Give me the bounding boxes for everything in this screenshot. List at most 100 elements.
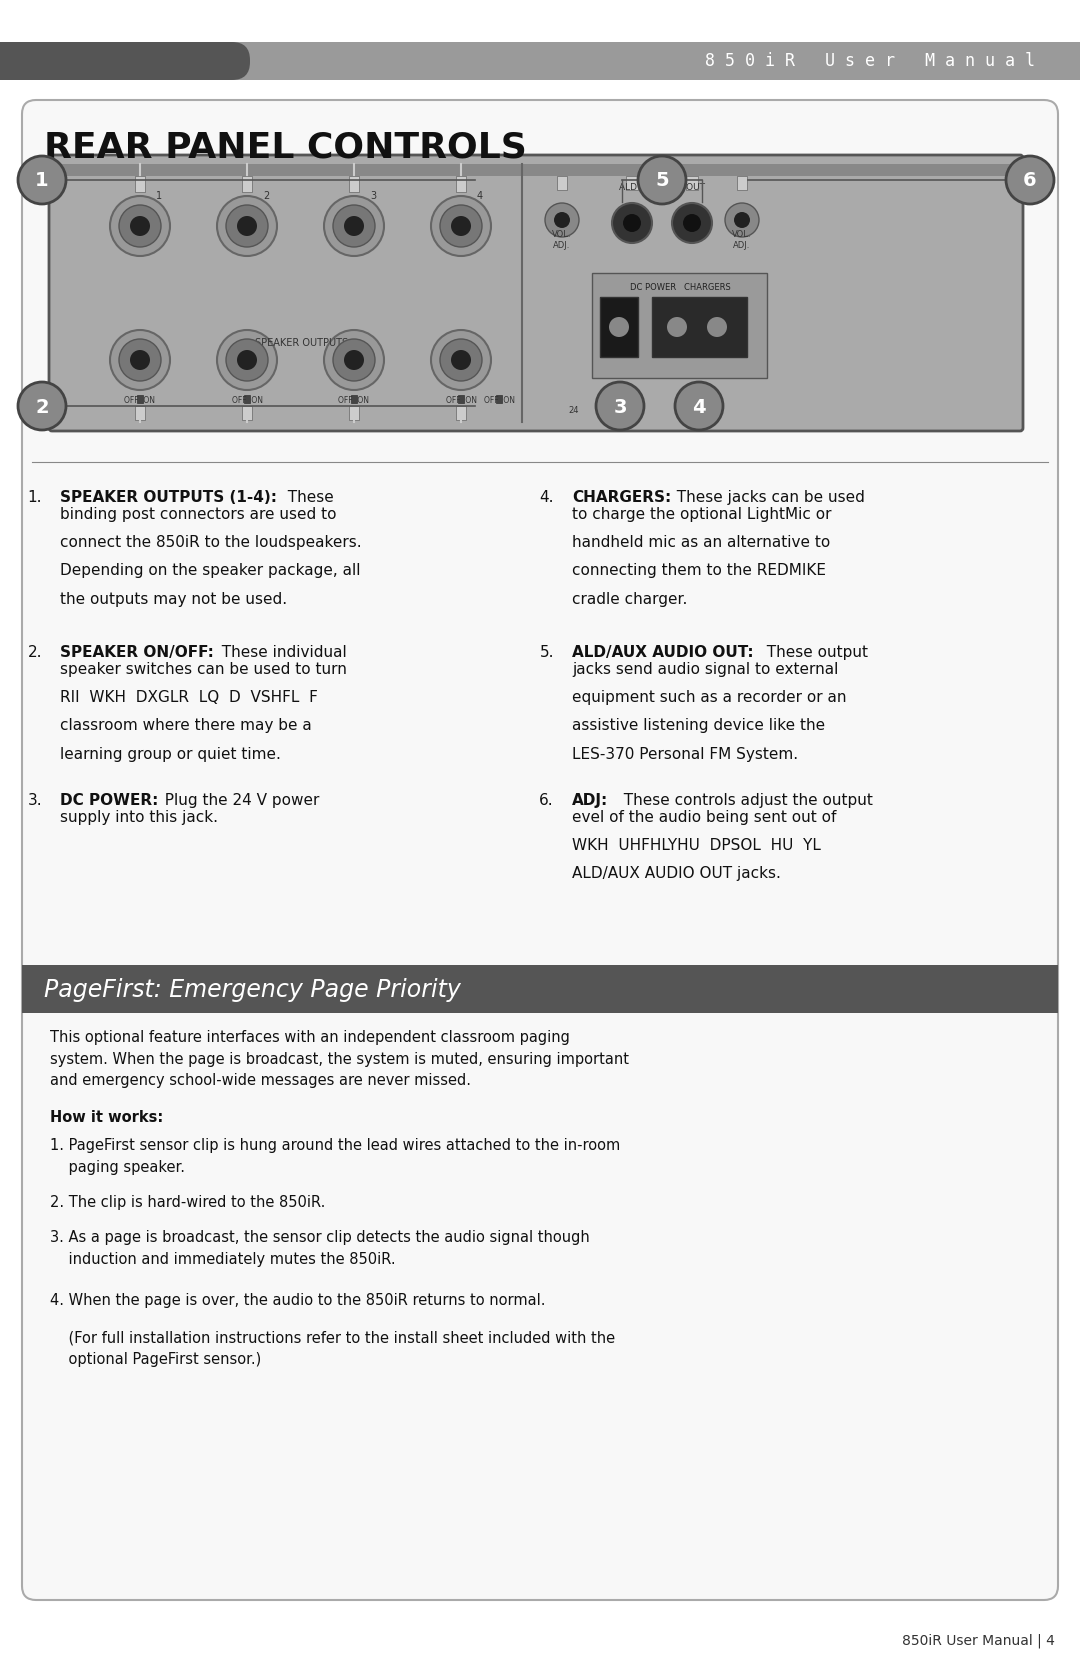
Text: 4: 4 bbox=[692, 397, 706, 417]
Text: VOL.
ADJ.: VOL. ADJ. bbox=[732, 230, 752, 250]
Text: evel of the audio being sent out of
WKH  UHFHLYHU  DPSOL  HU  YL
ALD/AUX AUDIO O: evel of the audio being sent out of WKH … bbox=[572, 809, 836, 881]
Text: 1: 1 bbox=[156, 190, 162, 200]
Text: DC POWER   CHARGERS: DC POWER CHARGERS bbox=[630, 282, 730, 292]
Circle shape bbox=[431, 195, 491, 255]
Circle shape bbox=[110, 195, 170, 255]
Circle shape bbox=[345, 215, 364, 235]
Text: 6: 6 bbox=[1023, 172, 1037, 190]
Text: Plug the 24 V power: Plug the 24 V power bbox=[156, 793, 320, 808]
Text: SPEAKER ON/OFF:: SPEAKER ON/OFF: bbox=[60, 644, 214, 659]
Text: 2: 2 bbox=[36, 397, 49, 417]
Text: These individual: These individual bbox=[212, 644, 347, 659]
Text: 24: 24 bbox=[569, 406, 579, 414]
Text: 1. PageFirst sensor clip is hung around the lead wires attached to the in-room
 : 1. PageFirst sensor clip is hung around … bbox=[50, 1138, 620, 1175]
Bar bbox=[349, 406, 359, 421]
Bar bbox=[244, 396, 249, 402]
Circle shape bbox=[734, 212, 750, 229]
Circle shape bbox=[725, 204, 759, 237]
Circle shape bbox=[237, 215, 257, 235]
Circle shape bbox=[226, 339, 268, 381]
Bar bbox=[22, 965, 1058, 1013]
Circle shape bbox=[324, 195, 384, 255]
Circle shape bbox=[110, 330, 170, 391]
Bar bbox=[58, 164, 1014, 175]
Bar bbox=[456, 406, 465, 421]
Text: jacks send audio signal to external
equipment such as a recorder or an
assistive: jacks send audio signal to external equi… bbox=[572, 663, 847, 761]
Circle shape bbox=[226, 205, 268, 247]
Text: 4. When the page is over, the audio to the 850iR returns to normal.: 4. When the page is over, the audio to t… bbox=[50, 1293, 545, 1308]
Text: 2: 2 bbox=[264, 190, 269, 200]
Circle shape bbox=[554, 212, 570, 229]
Text: 1: 1 bbox=[36, 172, 49, 190]
Text: (For full installation instructions refer to the install sheet included with the: (For full installation instructions refe… bbox=[50, 1330, 616, 1367]
Bar bbox=[496, 396, 502, 402]
Text: REAR PANEL CONTROLS: REAR PANEL CONTROLS bbox=[44, 130, 527, 165]
Text: 6.: 6. bbox=[539, 793, 554, 808]
Bar bbox=[242, 406, 252, 421]
Circle shape bbox=[545, 204, 579, 237]
Text: 3. As a page is broadcast, the sensor clip detects the audio signal though
    i: 3. As a page is broadcast, the sensor cl… bbox=[50, 1230, 590, 1267]
Circle shape bbox=[130, 215, 150, 235]
Text: binding post connectors are used to
connect the 850iR to the loudspeakers.
Depen: binding post connectors are used to conn… bbox=[60, 507, 362, 606]
Text: 850iR User Manual | 4: 850iR User Manual | 4 bbox=[902, 1634, 1055, 1647]
Circle shape bbox=[333, 339, 375, 381]
Bar bbox=[652, 297, 747, 357]
Circle shape bbox=[623, 214, 642, 232]
Text: VOL.
ADJ.: VOL. ADJ. bbox=[552, 230, 571, 250]
Text: CHARGERS:: CHARGERS: bbox=[572, 491, 672, 506]
Text: This optional feature interfaces with an independent classroom paging
system. Wh: This optional feature interfaces with an… bbox=[50, 1030, 629, 1088]
Circle shape bbox=[707, 317, 727, 337]
Circle shape bbox=[638, 155, 686, 204]
Text: 2. The clip is hard-wired to the 850iR.: 2. The clip is hard-wired to the 850iR. bbox=[50, 1195, 325, 1210]
Text: 4: 4 bbox=[477, 190, 483, 200]
Bar bbox=[137, 396, 143, 402]
Text: DC POWER:: DC POWER: bbox=[60, 793, 159, 808]
Bar bbox=[135, 175, 145, 192]
Circle shape bbox=[672, 204, 712, 244]
Circle shape bbox=[683, 214, 701, 232]
Bar bbox=[524, 164, 1014, 175]
Bar bbox=[600, 297, 638, 357]
Circle shape bbox=[324, 330, 384, 391]
Text: ALD OUT  AUX OUT: ALD OUT AUX OUT bbox=[619, 184, 705, 192]
Text: 2.: 2. bbox=[27, 644, 42, 659]
Text: speaker switches can be used to turn
RII  WKH  DXGLR  LQ  D  VSHFL  F
classroom : speaker switches can be used to turn RII… bbox=[60, 663, 347, 761]
FancyBboxPatch shape bbox=[49, 155, 1023, 431]
Circle shape bbox=[667, 317, 687, 337]
Text: These jacks can be used: These jacks can be used bbox=[667, 491, 865, 506]
Text: OFF  ON: OFF ON bbox=[484, 396, 514, 404]
Circle shape bbox=[119, 339, 161, 381]
FancyBboxPatch shape bbox=[22, 100, 1058, 1601]
Bar bbox=[456, 175, 465, 192]
Circle shape bbox=[18, 155, 66, 204]
Bar bbox=[557, 175, 567, 190]
Bar bbox=[242, 175, 252, 192]
Text: ADJ:: ADJ: bbox=[572, 793, 608, 808]
Circle shape bbox=[217, 330, 276, 391]
Text: These output: These output bbox=[757, 644, 868, 659]
Bar bbox=[592, 274, 767, 377]
Bar bbox=[135, 406, 145, 421]
Bar bbox=[0, 42, 1080, 80]
Text: PageFirst: Emergency Page Priority: PageFirst: Emergency Page Priority bbox=[44, 978, 461, 1001]
Bar bbox=[737, 175, 747, 190]
Text: 3: 3 bbox=[613, 397, 626, 417]
Circle shape bbox=[333, 205, 375, 247]
Text: SPEAKER OUTPUTS: SPEAKER OUTPUTS bbox=[256, 339, 349, 349]
Bar bbox=[458, 396, 464, 402]
Text: SPEAKER OUTPUTS (1-4):: SPEAKER OUTPUTS (1-4): bbox=[60, 491, 276, 506]
Text: 1.: 1. bbox=[27, 491, 42, 506]
Circle shape bbox=[612, 204, 652, 244]
Text: to charge the optional LightMic or
handheld mic as an alternative to
connecting : to charge the optional LightMic or handh… bbox=[572, 507, 832, 606]
Text: OFF  ON: OFF ON bbox=[124, 396, 156, 404]
Text: OFF  ON: OFF ON bbox=[338, 396, 369, 404]
Circle shape bbox=[431, 330, 491, 391]
Bar bbox=[0, 42, 200, 80]
Circle shape bbox=[237, 350, 257, 371]
Text: ALD/AUX AUDIO OUT:: ALD/AUX AUDIO OUT: bbox=[572, 644, 754, 659]
Text: 5: 5 bbox=[656, 172, 669, 190]
Circle shape bbox=[451, 215, 471, 235]
Bar bbox=[626, 175, 638, 190]
Circle shape bbox=[440, 339, 482, 381]
Bar bbox=[349, 175, 359, 192]
